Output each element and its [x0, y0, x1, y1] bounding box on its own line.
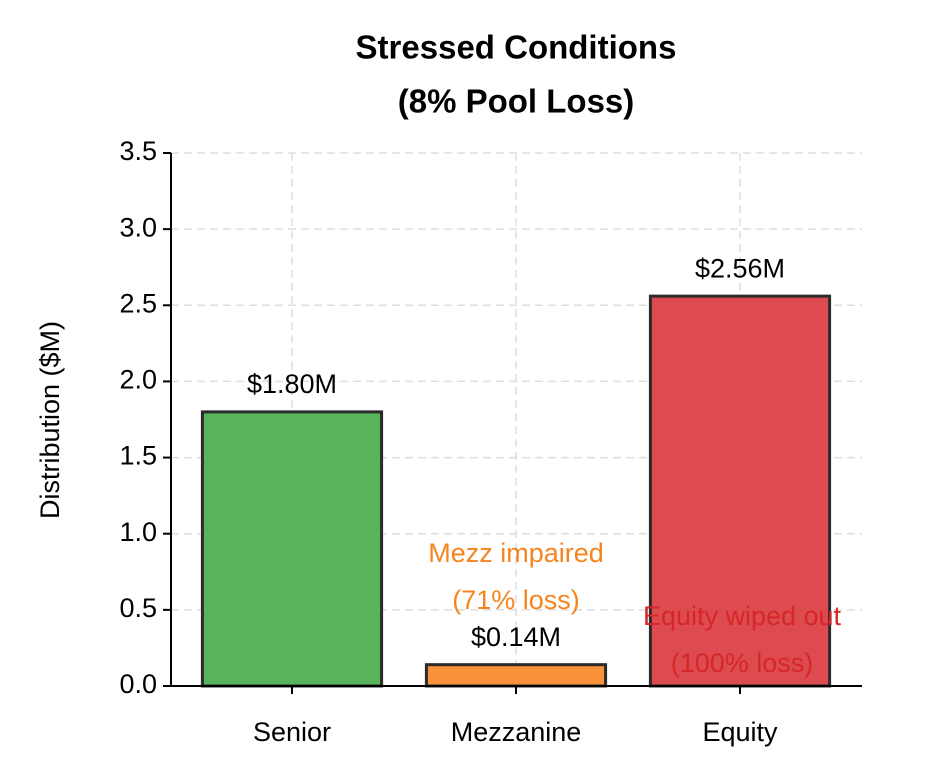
annotation: Equity wiped out [643, 601, 842, 631]
x-tick-label: Mezzanine [451, 717, 582, 747]
chart-title: (8% Pool Loss) [398, 83, 635, 120]
chart-title: Stressed Conditions [356, 29, 677, 66]
y-tick-label: 0.0 [119, 669, 157, 699]
y-tick-label: 1.0 [119, 517, 157, 547]
y-tick-label: 3.5 [119, 136, 157, 166]
y-tick-label: 0.5 [119, 593, 157, 623]
annotation: (100% loss) [671, 648, 814, 678]
y-tick-label: 2.5 [119, 288, 157, 318]
y-tick-label: 1.5 [119, 441, 157, 471]
annotation: Mezz impaired [428, 538, 604, 568]
bar [648, 294, 832, 688]
y-axis-label: Distribution ($M) [35, 321, 65, 519]
y-tick-label: 2.0 [119, 365, 157, 395]
value-label: $0.14M [471, 622, 561, 652]
y-tick-label: 3.0 [119, 212, 157, 242]
value-label: $1.80M [247, 369, 337, 399]
x-tick-label: Senior [253, 717, 331, 747]
value-label: $2.56M [695, 253, 785, 283]
annotation: (71% loss) [452, 585, 580, 615]
x-tick-label: Equity [702, 717, 778, 747]
bar [200, 410, 384, 688]
bar [424, 663, 608, 688]
